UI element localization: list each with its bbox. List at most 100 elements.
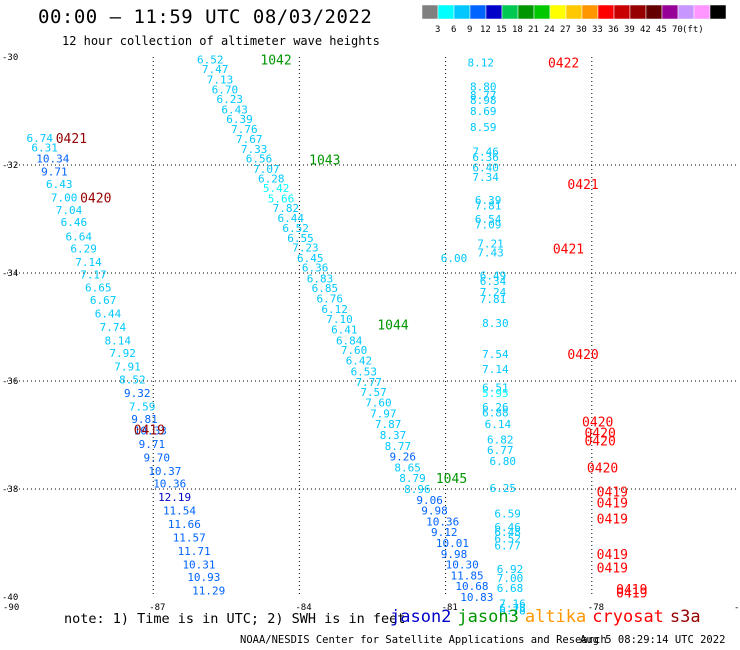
wave-height-value: 6.12 (321, 303, 348, 316)
color-swatch (453, 5, 471, 20)
y-tick-label: -40 (2, 593, 18, 603)
track-time-label: 0420 (567, 348, 598, 363)
color-scale-label: 36 (608, 25, 619, 35)
wave-height-value: 6.53 (351, 365, 378, 378)
wave-height-value: 7.67 (236, 133, 263, 146)
wave-height-value: 6.65 (85, 282, 112, 295)
footer-note: note: 1) Time is in UTC; 2) SWH is in fe… (64, 611, 406, 627)
color-scale-label: 21 (528, 25, 539, 35)
color-scale-label: 9 (467, 25, 472, 35)
track-time-label: 1042 (260, 54, 291, 69)
wave-height-value: 6.84 (336, 335, 363, 348)
wave-height-value: 7.60 (341, 344, 368, 357)
wave-height-value: 8.77 (470, 89, 497, 102)
y-tick-label: -34 (2, 269, 18, 279)
y-tick-label: -32 (2, 161, 18, 171)
wave-height-value: 7.04 (56, 204, 83, 217)
color-swatch (613, 5, 631, 20)
wave-height-value: 7.23 (292, 242, 319, 255)
color-scale-label: 18 (512, 25, 523, 35)
track-time-label: 0420 (582, 416, 613, 431)
wave-height-value: 8.69 (470, 105, 497, 118)
credit-line: NOAA/NESDIS Center for Satellite Applica… (240, 634, 607, 646)
color-swatch (549, 5, 567, 20)
x-tick-label: -87 (149, 603, 165, 613)
wave-height-value: 6.74 (26, 132, 53, 145)
wave-height-value: 6.44 (95, 308, 122, 321)
wave-height-value: 11.66 (168, 518, 201, 531)
color-scale-label: 15 (496, 25, 507, 35)
wave-height-value: 10.93 (187, 571, 220, 584)
wave-height-value: 6.48 (494, 526, 521, 539)
page-title: 00:00 – 11:59 UTC 08/03/2022 (38, 6, 373, 28)
wave-height-value: 6.78 (499, 602, 526, 615)
wave-height-value: 9.71 (41, 165, 68, 178)
wave-height-value: 7.13 (207, 74, 234, 87)
wave-height-value: 9.70 (143, 452, 170, 465)
legend-entry-cryosat: cryosat (592, 607, 664, 627)
wave-height-value: 6.26 (482, 401, 509, 414)
x-tick-label: -81 (442, 603, 458, 613)
wave-height-value: 6.23 (217, 93, 244, 106)
track-time-label: 0419 (597, 513, 628, 528)
color-scale-bar: 3 6 9 12 15 18 21 24 27 30 33 36 39 42 45 70 (ft) (422, 5, 727, 35)
wave-height-value: 6.39 (226, 113, 253, 126)
track-time-label: 0420 (584, 434, 615, 449)
wave-height-value: 10.83 (460, 591, 493, 604)
wave-height-value: 7.00 (51, 191, 78, 204)
color-scale-label: 30 (576, 25, 587, 35)
track-time-label: 0419 (597, 548, 628, 563)
wave-height-value: 8.77 (385, 440, 412, 453)
wave-height-value: 8.65 (394, 461, 421, 474)
wave-height-value: 8.98 (470, 94, 497, 107)
wave-height-value: 7.14 (482, 363, 509, 376)
y-tick-label: -36 (2, 377, 18, 387)
wave-height-value: 6.00 (441, 252, 468, 265)
wave-height-value: 6.77 (494, 540, 521, 553)
wave-height-value: 6.64 (65, 230, 92, 243)
wave-height-value: 8.37 (380, 429, 407, 442)
wave-height-value: 7.57 (360, 386, 387, 399)
color-swatch (693, 5, 711, 20)
color-swatch (485, 5, 503, 20)
wave-height-value: 6.46 (494, 521, 521, 534)
color-swatch (581, 5, 599, 20)
wave-height-value: 10.68 (455, 580, 488, 593)
color-swatch (437, 5, 455, 20)
wave-height-value: 10.33 (134, 425, 167, 438)
page-subtitle: 12 hour collection of altimeter wave hei… (62, 34, 380, 48)
wave-height-value: 9.98 (441, 548, 468, 561)
data-points: 6.746.3110.349.716.437.007.046.466.646.2… (26, 54, 525, 618)
wave-height-value: 11.54 (163, 505, 196, 518)
color-scale-label: 33 (592, 25, 603, 35)
track-time-label: 0419 (597, 497, 628, 512)
color-scale-label: 3 (435, 25, 440, 35)
wave-height-value: 7.82 (273, 202, 300, 215)
color-scale-label: (ft) (682, 25, 704, 35)
color-swatch (517, 5, 535, 20)
wave-height-value: 7.74 (100, 321, 127, 334)
track-time-label: 1045 (436, 472, 467, 487)
wave-height-value: 6.55 (287, 232, 314, 245)
wave-height-value: 7.24 (480, 286, 507, 299)
wave-height-value: 6.88 (482, 406, 509, 419)
wave-height-value: 7.14 (75, 256, 102, 269)
wave-height-value: 9.98 (421, 505, 448, 518)
wave-height-value: 8.12 (468, 56, 495, 69)
track-labels: 0421 0420 0419 1042 1043 1044 1045 0422 0421 0421… (56, 54, 648, 602)
wave-height-value: 6.36 (472, 151, 499, 164)
wave-height-value: 9.71 (139, 438, 166, 451)
satellite-legend: jason2 jason3 altika cryosat s3a (390, 607, 707, 627)
wave-height-value: 6.80 (489, 455, 515, 468)
wave-height-value: 7.77 (355, 376, 382, 389)
color-swatch (661, 5, 679, 20)
wave-height-value: 7.60 (365, 397, 392, 410)
wave-height-value: 5.66 (268, 192, 295, 205)
wave-height-value: 5.95 (482, 387, 509, 400)
wave-height-value: 6.36 (302, 262, 329, 275)
wave-height-value: 6.67 (90, 294, 117, 307)
track-time-label: 0419 (597, 486, 628, 501)
wave-height-value: 7.92 (109, 347, 136, 360)
x-tick-label: -84 (295, 603, 311, 613)
